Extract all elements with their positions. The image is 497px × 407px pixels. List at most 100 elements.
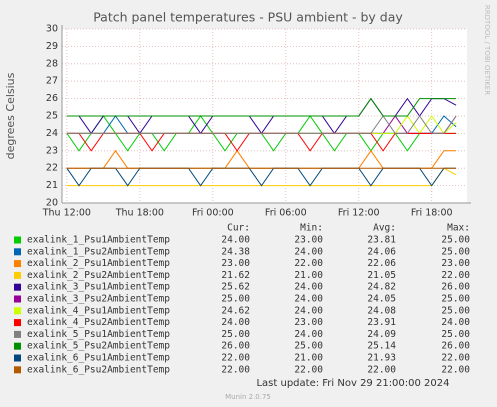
x-tick-label: Fri 12:00 bbox=[338, 208, 380, 219]
y-tick-label: 30 bbox=[46, 24, 58, 35]
legend-swatch bbox=[14, 236, 21, 244]
legend-stat: 24.06 bbox=[367, 246, 396, 257]
legend-stat: 24.00 bbox=[294, 246, 323, 257]
y-tick-label: 25 bbox=[46, 111, 58, 122]
y-tick-label: 24 bbox=[46, 128, 58, 139]
legend-stat: 24.00 bbox=[441, 317, 470, 328]
legend-label: exalink_5_Psu2AmbientTemp bbox=[27, 341, 170, 352]
legend-stat: 25.00 bbox=[441, 294, 470, 305]
legend-stat: 24.00 bbox=[294, 305, 323, 316]
x-tick-label: Fri 18:00 bbox=[411, 208, 453, 219]
legend-stat: 24.82 bbox=[367, 282, 396, 293]
legend-stat: 24.00 bbox=[221, 235, 250, 246]
series-line bbox=[66, 97, 457, 117]
legend-label: exalink_1_Psu1AmbientTemp bbox=[27, 235, 170, 246]
legend-swatch bbox=[14, 248, 21, 256]
legend-label: exalink_5_Psu1AmbientTemp bbox=[27, 329, 170, 340]
y-tick-label: 28 bbox=[46, 58, 58, 69]
legend-label: exalink_2_Psu2AmbientTemp bbox=[27, 270, 170, 281]
legend-swatch bbox=[14, 307, 21, 315]
x-tick-label: Thu 12:00 bbox=[42, 208, 91, 219]
footer: Last update: Fri Nov 29 21:00:00 2024 bbox=[256, 378, 449, 389]
legend-stat: 25.00 bbox=[221, 329, 250, 340]
legend-stat: 22.00 bbox=[441, 364, 470, 375]
y-tick-label: 21 bbox=[46, 180, 58, 191]
legend-stat: 21.93 bbox=[367, 353, 396, 364]
legend-stat: 21.62 bbox=[221, 270, 250, 281]
y-tick-label: 22 bbox=[46, 163, 58, 174]
legend-swatch bbox=[14, 366, 21, 374]
legend-label: exalink_1_Psu2AmbientTemp bbox=[27, 246, 170, 257]
y-tick-label: 20 bbox=[46, 198, 58, 209]
legend-stat: 26.00 bbox=[441, 282, 470, 293]
legend-stat: 25.00 bbox=[294, 341, 323, 352]
legend-stat: 26.00 bbox=[221, 341, 250, 352]
credit: Munin 2.0.75 bbox=[225, 393, 271, 401]
legend-stat: 26.00 bbox=[441, 341, 470, 352]
legend-stat: 22.00 bbox=[294, 364, 323, 375]
x-tick-label: Fri 00:00 bbox=[192, 208, 234, 219]
legend-stat: 25.62 bbox=[221, 282, 250, 293]
legend-header: Max: bbox=[447, 223, 470, 234]
legend-stat: 23.00 bbox=[221, 258, 250, 269]
legend-swatch bbox=[14, 342, 21, 350]
legend-stat: 25.00 bbox=[441, 329, 470, 340]
legend-swatch bbox=[14, 283, 21, 291]
legend-swatch bbox=[14, 295, 21, 303]
legend-stat: 21.00 bbox=[294, 270, 323, 281]
legend-swatch bbox=[14, 260, 21, 268]
x-tick-label: Thu 18:00 bbox=[115, 208, 164, 219]
legend-stat: 24.05 bbox=[367, 294, 396, 305]
legend-stat: 24.00 bbox=[221, 317, 250, 328]
legend-header: Min: bbox=[300, 223, 323, 234]
legend-stat: 23.91 bbox=[367, 317, 396, 328]
legend-label: exalink_3_Psu2AmbientTemp bbox=[27, 294, 170, 305]
legend-stat: 23.00 bbox=[294, 317, 323, 328]
series-line bbox=[66, 115, 457, 134]
legend-stat: 22.00 bbox=[367, 364, 396, 375]
chart-title: Patch panel temperatures - PSU ambient -… bbox=[93, 10, 403, 25]
legend-stat: 23.81 bbox=[367, 235, 396, 246]
legend-swatch bbox=[14, 319, 21, 327]
y-tick-label: 27 bbox=[46, 76, 58, 87]
legend-stat: 21.05 bbox=[367, 270, 396, 281]
legend-stat: 25.00 bbox=[441, 246, 470, 257]
legend-label: exalink_6_Psu1AmbientTemp bbox=[27, 353, 170, 364]
legend-stat: 22.00 bbox=[294, 258, 323, 269]
legend-label: exalink_4_Psu1AmbientTemp bbox=[27, 305, 170, 316]
legend-stat: 22.06 bbox=[367, 258, 396, 269]
legend-stat: 21.00 bbox=[294, 353, 323, 364]
y-tick-label: 26 bbox=[46, 93, 58, 104]
x-tick-label: Fri 06:00 bbox=[265, 208, 307, 219]
legend-swatch bbox=[14, 271, 21, 279]
legend-stat: 24.08 bbox=[367, 305, 396, 316]
legend-label: exalink_3_Psu1AmbientTemp bbox=[27, 282, 170, 293]
legend-stat: 22.00 bbox=[221, 364, 250, 375]
y-axis-label: degrees Celsius bbox=[4, 72, 17, 159]
legend-stat: 24.00 bbox=[294, 282, 323, 293]
legend-label: exalink_4_Psu2AmbientTemp bbox=[27, 317, 170, 328]
legend-stat: 25.00 bbox=[441, 235, 470, 246]
legend-stat: 23.00 bbox=[441, 258, 470, 269]
legend-label: exalink_6_Psu2AmbientTemp bbox=[27, 364, 170, 375]
legend-swatch bbox=[14, 354, 21, 362]
legend-stat: 25.00 bbox=[221, 294, 250, 305]
legend-stat: 24.38 bbox=[221, 246, 250, 257]
legend-stat: 24.09 bbox=[367, 329, 396, 340]
side-label: RRDTOOL / TOBI OETIKER bbox=[483, 5, 491, 95]
legend-header: Avg: bbox=[373, 223, 396, 234]
legend-stat: 22.00 bbox=[441, 353, 470, 364]
legend-swatch bbox=[14, 330, 21, 338]
legend-stat: 24.00 bbox=[294, 294, 323, 305]
legend-stat: 24.00 bbox=[294, 329, 323, 340]
legend-label: exalink_2_Psu1AmbientTemp bbox=[27, 258, 170, 269]
legend-stat: 24.62 bbox=[221, 305, 250, 316]
legend-stat: 25.14 bbox=[367, 341, 396, 352]
y-tick-label: 23 bbox=[46, 145, 58, 156]
legend-stat: 23.00 bbox=[294, 235, 323, 246]
legend-stat: 25.00 bbox=[441, 305, 470, 316]
legend-header: Cur: bbox=[227, 223, 250, 234]
legend-stat: 22.00 bbox=[441, 270, 470, 281]
